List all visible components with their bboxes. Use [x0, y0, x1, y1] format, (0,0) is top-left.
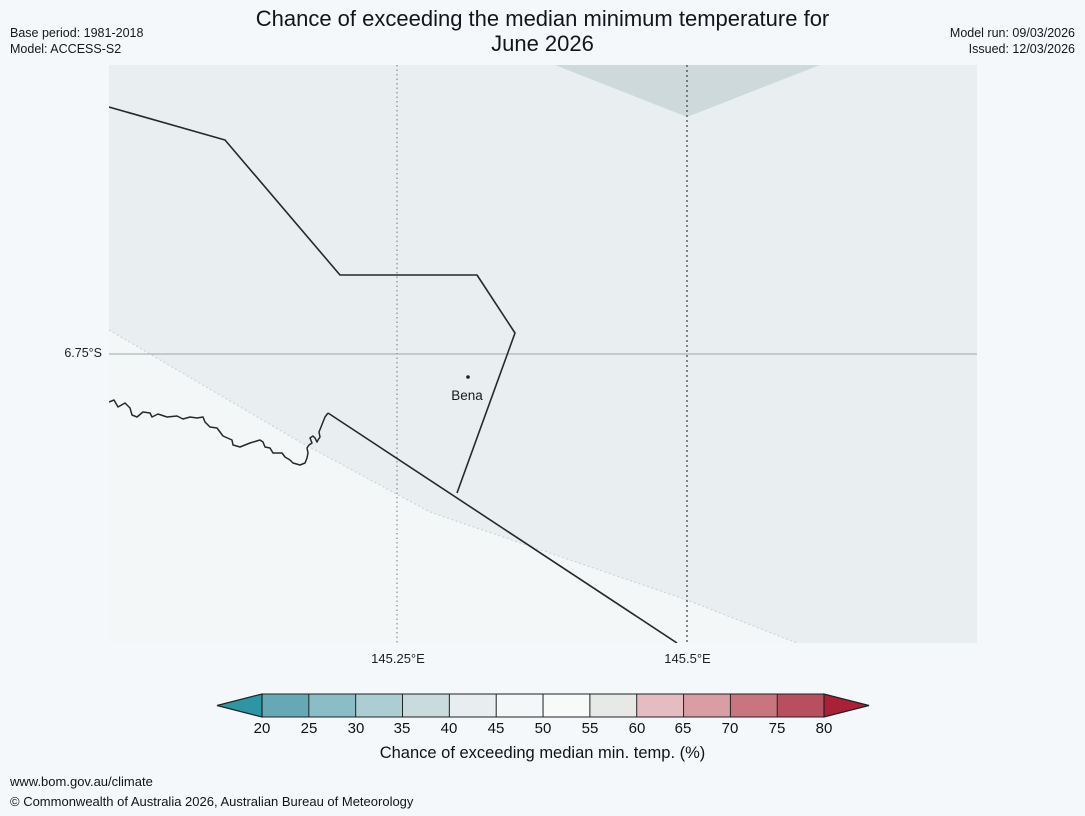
colorbar-seg-40-45 [449, 694, 497, 717]
colorbar-seg-50-55 [543, 694, 590, 717]
model-metadata-right: Model run: 09/03/2026 Issued: 12/03/2026 [950, 25, 1075, 57]
footer-copyright: © Commonwealth of Australia 2026, Austra… [10, 794, 414, 809]
colorbar-tick-40: 40 [440, 720, 458, 737]
boundary-diagonal-path [327, 412, 678, 643]
colorbar-seg-65-70 [683, 694, 731, 717]
colorbar-seg-45-50 [496, 694, 544, 717]
colorbar [216, 693, 870, 718]
colorbar-tick-65: 65 [674, 720, 692, 737]
title-line-2: June 2026 [491, 31, 594, 56]
x-axis-tick-label-145-5: 145.5°E [664, 651, 711, 666]
place-marker-bena [466, 375, 470, 379]
colorbar-tick-30: 30 [347, 720, 365, 737]
map-canvas [109, 65, 977, 643]
title-line-1: Chance of exceeding the median minimum t… [255, 6, 830, 31]
colorbar-seg-25-30 [308, 694, 356, 717]
colorbar-tick-80: 80 [815, 720, 833, 737]
colorbar-tick-20: 20 [253, 720, 271, 737]
colorbar-tick-70: 70 [721, 720, 739, 737]
issued-text: Issued: 12/03/2026 [968, 42, 1075, 56]
colorbar-outline [216, 693, 870, 718]
base-period-text: Base period: 1981-2018 [10, 26, 144, 40]
colorbar-seg-30-35 [355, 694, 403, 717]
colorbar-seg-55-60 [589, 694, 637, 717]
colorbar-seg-35-40 [402, 694, 450, 717]
coastline-path [109, 399, 329, 466]
colorbar-tick-50: 50 [534, 720, 552, 737]
colorbar-tick-35: 35 [393, 720, 411, 737]
model-name-text: Model: ACCESS-S2 [10, 42, 122, 56]
x-axis-tick-label-145-25: 145.25°E [371, 651, 425, 666]
colorbar-tick-45: 45 [487, 720, 505, 737]
colorbar-arrow-left [217, 694, 262, 717]
colorbar-axis-label: Chance of exceeding median min. temp. (%… [379, 744, 706, 762]
colorbar-seg-20-25 [262, 694, 309, 717]
map-band-45-50 [109, 330, 797, 643]
y-axis-tick-label: 6.75°S [64, 346, 102, 360]
colorbar-arrow-right [824, 694, 869, 717]
district-boundary-path [109, 106, 516, 494]
colorbar-seg-60-65 [636, 694, 684, 717]
footer-url: www.bom.gov.au/climate [10, 774, 153, 789]
colorbar-seg-70-75 [730, 694, 778, 717]
colorbar-tick-75: 75 [768, 720, 786, 737]
colorbar-tick-55: 55 [581, 720, 599, 737]
page-title: Chance of exceeding the median minimum t… [0, 6, 1085, 56]
contour-line-45 [109, 329, 798, 643]
place-label-bena: Bena [451, 388, 483, 403]
model-run-text: Model run: 09/03/2026 [949, 26, 1075, 40]
colorbar-seg-75-80 [777, 694, 825, 717]
colorbar-tick-25: 25 [300, 720, 318, 737]
model-metadata-left: Base period: 1981-2018 Model: ACCESS-S2 [10, 25, 143, 57]
colorbar-tick-60: 60 [628, 720, 646, 737]
